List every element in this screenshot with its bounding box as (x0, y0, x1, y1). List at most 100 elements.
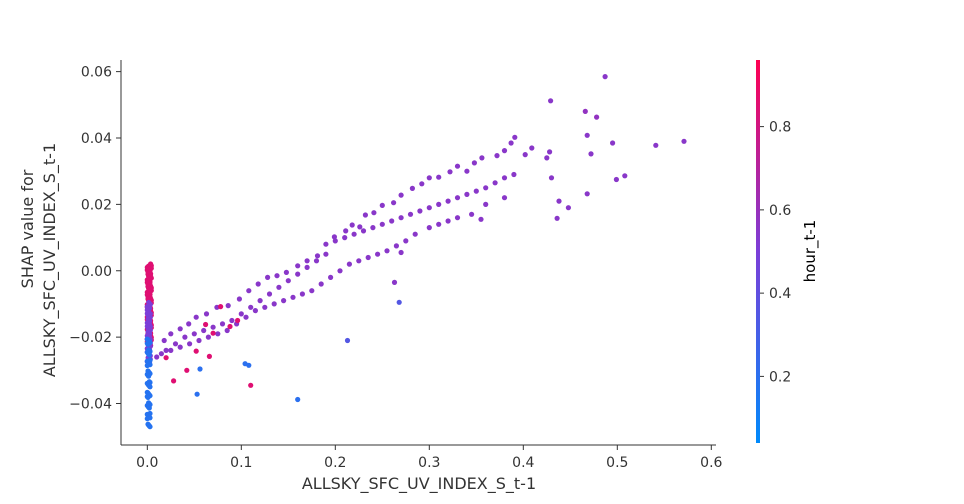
scatter-point (556, 198, 562, 204)
scatter-points (144, 74, 687, 430)
x-tick-label: 0.0 (136, 455, 158, 471)
scatter-point (342, 235, 348, 241)
scatter-point (203, 311, 210, 317)
scatter-point (290, 294, 296, 300)
scatter-point (370, 225, 376, 231)
scatter-point (265, 274, 271, 280)
scatter-point (266, 291, 273, 297)
scatter-point (464, 168, 470, 174)
scatter-point (281, 298, 287, 304)
scatter-point (295, 263, 301, 269)
y-tick-label: 0.02 (81, 197, 112, 213)
scatter-point (371, 210, 377, 216)
scatter-point (274, 273, 280, 279)
scatter-point (314, 253, 321, 259)
scatter-point (379, 202, 385, 208)
scatter-point (236, 296, 242, 302)
scatter-point (145, 341, 151, 347)
y-tick-label: 0.00 (81, 264, 112, 280)
scatter-point (147, 384, 153, 390)
scatter-point (299, 291, 305, 297)
scatter-point (409, 185, 415, 191)
y-tick-label: 0.06 (81, 65, 112, 81)
scatter-point (331, 234, 337, 240)
scatter-point (255, 281, 261, 287)
scatter-point (158, 351, 164, 357)
colorbar-tick-label: 0.8 (769, 120, 791, 136)
y-tick-label: 0.04 (81, 131, 112, 147)
scatter-point (225, 303, 231, 309)
scatter-point (210, 330, 216, 336)
scatter-point (417, 208, 423, 214)
scatter-point (304, 264, 310, 270)
scatter-point (469, 211, 475, 217)
colorbar (756, 60, 760, 443)
y-ticks: −0.04 −0.02 0.00 0.02 0.04 0.06 (69, 65, 121, 413)
scatter-point (412, 231, 418, 237)
scatter-point (398, 215, 404, 221)
scatter-point (161, 337, 167, 344)
scatter-point (246, 288, 252, 294)
scatter-point (653, 142, 659, 148)
scatter-point (483, 201, 489, 207)
colorbar-tick-label: 0.4 (769, 286, 791, 302)
y-tick-label: −0.02 (69, 330, 112, 346)
scatter-point (548, 175, 555, 181)
scatter-point (594, 114, 600, 120)
scatter-point (203, 321, 209, 328)
scatter-point (343, 228, 349, 234)
scatter-point (313, 258, 320, 264)
scatter-point (349, 222, 355, 228)
scatter-point (344, 337, 351, 344)
y-axis-title-line2: ALLSKY_SFC_UV_INDEX_S_t-1 (40, 143, 60, 377)
scatter-point (473, 188, 479, 194)
scatter-point (177, 326, 183, 332)
y-tick-label: −0.04 (69, 397, 112, 413)
scatter-point (396, 299, 402, 305)
scatter-point (193, 314, 199, 320)
x-tick-label: 0.1 (230, 455, 252, 471)
scatter-point (436, 174, 442, 180)
scatter-point (177, 344, 183, 350)
scatter-point (522, 152, 528, 158)
scatter-point (171, 378, 177, 384)
scatter-point (235, 317, 241, 324)
scatter-point (328, 274, 334, 280)
scatter-point (622, 173, 628, 179)
scatter-point (479, 155, 485, 161)
scatter-point (285, 278, 291, 284)
scatter-point (215, 331, 221, 337)
x-tick-label: 0.4 (512, 455, 534, 471)
scatter-point (610, 140, 616, 146)
scatter-point (257, 298, 263, 304)
scatter-point (375, 251, 381, 257)
scatter-point (398, 249, 404, 256)
scatter-point (445, 198, 451, 204)
scatter-point (210, 324, 216, 330)
scatter-point (403, 238, 409, 244)
scatter-point (163, 347, 169, 353)
scatter-point (146, 352, 152, 358)
scatter-point (295, 396, 301, 403)
scatter-point (547, 149, 553, 155)
scatter-point (393, 243, 399, 249)
scatter-point (419, 181, 425, 187)
x-tick-label: 0.3 (418, 455, 440, 471)
scatter-point (454, 163, 461, 169)
scatter-point (146, 373, 152, 379)
scatter-point (229, 317, 235, 324)
scatter-point (365, 254, 371, 261)
scatter-point (184, 367, 190, 373)
scatter-point (218, 304, 224, 310)
scatter-point (145, 394, 151, 400)
scatter-point (346, 261, 352, 267)
scatter-point (197, 366, 203, 372)
scatter-point (205, 334, 211, 340)
scatter-point (407, 211, 414, 217)
scatter-point (163, 355, 169, 361)
scatter-point (492, 180, 498, 186)
scatter-point (227, 323, 233, 330)
colorbar-ticks: 0.2 0.4 0.6 0.8 (760, 120, 791, 385)
scatter-point (144, 416, 150, 422)
scatter-point (584, 132, 590, 138)
